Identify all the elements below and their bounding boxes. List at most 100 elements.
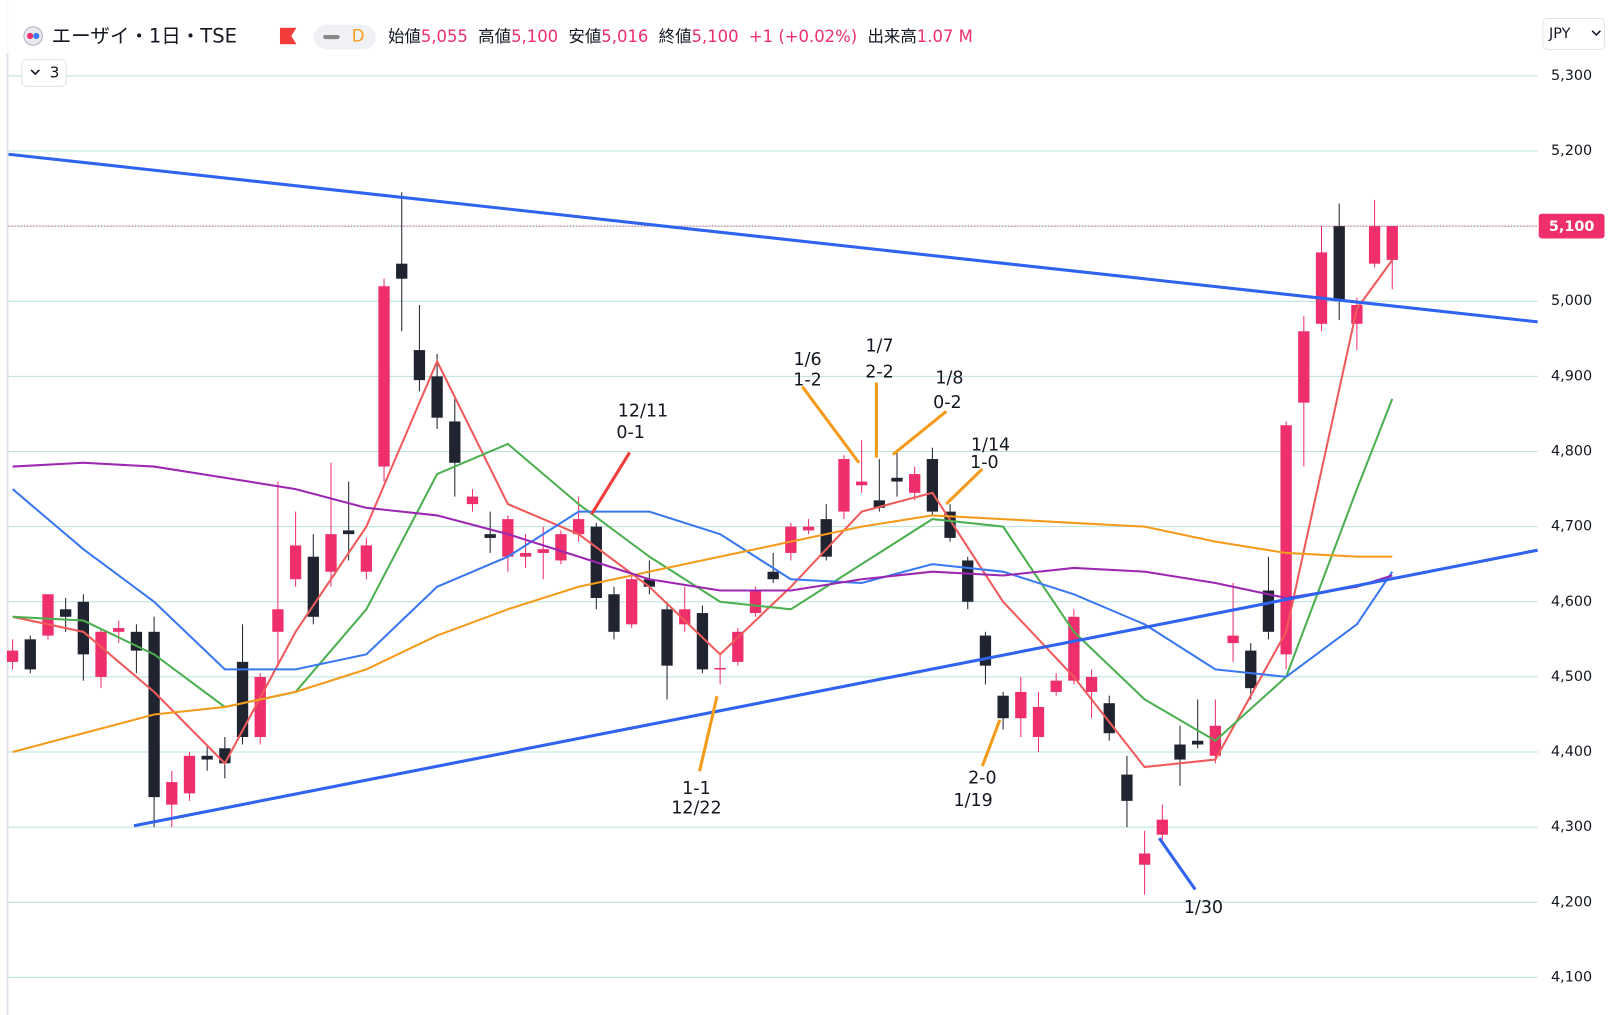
candle-body	[360, 545, 373, 572]
candle-body	[608, 594, 620, 632]
symbol-logo	[33, 32, 40, 40]
annotation: 1/7	[865, 337, 893, 357]
candle-body	[1103, 703, 1115, 734]
chevron	[1591, 30, 1601, 37]
y-tick-label: 4,900	[1551, 368, 1592, 384]
indicators-count: 3	[50, 64, 60, 82]
pill-icon	[323, 34, 340, 40]
moving-average	[11, 488, 1394, 678]
y-tick-label: 5,200	[1551, 143, 1592, 159]
annotation: 12/22	[671, 798, 721, 818]
annotation-arrow	[590, 451, 631, 515]
candle-body	[1227, 635, 1239, 644]
annotation: 2-0	[968, 768, 997, 788]
symbol-title: エーザイ・1日・TSE	[52, 25, 237, 48]
volume-label: 出来高	[867, 27, 916, 46]
candle-body	[77, 601, 90, 655]
y-tick-label: 5,000	[1551, 293, 1592, 309]
last-price-label: 5,100	[1549, 219, 1594, 235]
ohlc-label: 高値	[478, 27, 511, 46]
symbol-logo	[26, 32, 34, 40]
y-tick-label: 4,400	[1551, 744, 1592, 760]
annotation: 1/30	[1184, 898, 1223, 918]
y-tick-label: 5,300	[1551, 68, 1592, 84]
candle-body	[1121, 774, 1133, 801]
candle-body	[1174, 744, 1186, 760]
interval: D	[352, 27, 365, 46]
annotation-arrow	[801, 385, 861, 464]
candle-body	[325, 534, 337, 572]
candle-body	[289, 545, 302, 580]
change: +1 (+0.02%)	[749, 27, 857, 46]
candle-body	[1068, 616, 1080, 681]
candle-body	[802, 526, 815, 531]
last-price-badge	[1538, 213, 1605, 239]
candle-body	[378, 286, 390, 467]
candle-body	[307, 556, 319, 617]
candle-body	[466, 496, 479, 505]
moving-average	[12, 259, 1394, 769]
annotation: 0-1	[616, 423, 645, 443]
y-tick-label: 4,700	[1551, 519, 1592, 535]
candle-body	[166, 782, 178, 805]
candle-body	[42, 594, 54, 636]
ohlc-value: 5,016	[601, 27, 648, 46]
candle-body	[767, 571, 779, 580]
candle-body	[449, 421, 461, 463]
candle-body	[236, 661, 249, 738]
candle-body	[555, 534, 567, 561]
annotation-arrow	[698, 695, 719, 772]
interval-pill[interactable]	[313, 24, 376, 50]
moving-average	[12, 461, 1393, 600]
annotation-arrow	[1157, 837, 1197, 891]
ohlc-value: 5,055	[421, 27, 468, 46]
candle-body	[6, 650, 19, 662]
ohlc-label: 始値	[388, 27, 421, 46]
chevron	[30, 69, 40, 76]
ohlc-label: 安値	[568, 27, 601, 46]
ohlc: 始値5,055 高値5,100 安値5,016 終値5,100 +1 (+0.02%) 出…	[388, 27, 973, 46]
candle-body	[820, 519, 832, 557]
candle-body	[60, 609, 72, 617]
candle-body	[572, 519, 585, 535]
candle-body	[855, 481, 868, 486]
candle-body	[413, 350, 426, 381]
candle-body	[201, 755, 213, 760]
flag-icon[interactable]	[279, 27, 297, 45]
candle-body	[1386, 226, 1398, 260]
candle-body	[909, 474, 921, 493]
candle-body	[1245, 650, 1257, 689]
y-tick-label: 4,500	[1551, 669, 1592, 685]
y-tick-label: 4,200	[1551, 894, 1592, 910]
annotation: 1-0	[970, 453, 999, 473]
candle-body	[714, 667, 726, 670]
candle-body	[1192, 740, 1204, 745]
y-tick-label: 4,300	[1551, 819, 1592, 835]
candle-body	[643, 579, 656, 587]
candle-body	[1351, 304, 1363, 324]
indicators-toggle[interactable]	[21, 59, 67, 87]
candle-body	[732, 631, 744, 662]
candle-body	[1315, 252, 1328, 324]
candle-body	[484, 534, 496, 538]
candle-body	[696, 613, 709, 670]
candle-body	[1138, 853, 1151, 865]
candle-body	[1368, 226, 1381, 264]
candle-body	[785, 526, 797, 553]
annotation: 0-2	[933, 393, 962, 413]
ohlc-value: 5,100	[692, 27, 739, 46]
price-axis: 4,100 4,200 4,300 4,400 4,500 4,600 4,700 4,800…	[1538, 68, 1605, 985]
candle-body	[679, 609, 691, 625]
annotation: 2-2	[865, 362, 894, 382]
candle-body	[1333, 226, 1345, 302]
currency-button[interactable]	[1542, 17, 1606, 50]
currency: JPY	[1548, 26, 1571, 42]
annotation: 1-2	[793, 370, 822, 390]
candle-body	[343, 530, 355, 535]
ohlc-value: 5,100	[511, 27, 558, 46]
candle-body	[95, 631, 107, 677]
annotation-arrow	[945, 467, 984, 506]
moving-average	[12, 514, 1393, 754]
annotation: 1/19	[953, 791, 992, 811]
